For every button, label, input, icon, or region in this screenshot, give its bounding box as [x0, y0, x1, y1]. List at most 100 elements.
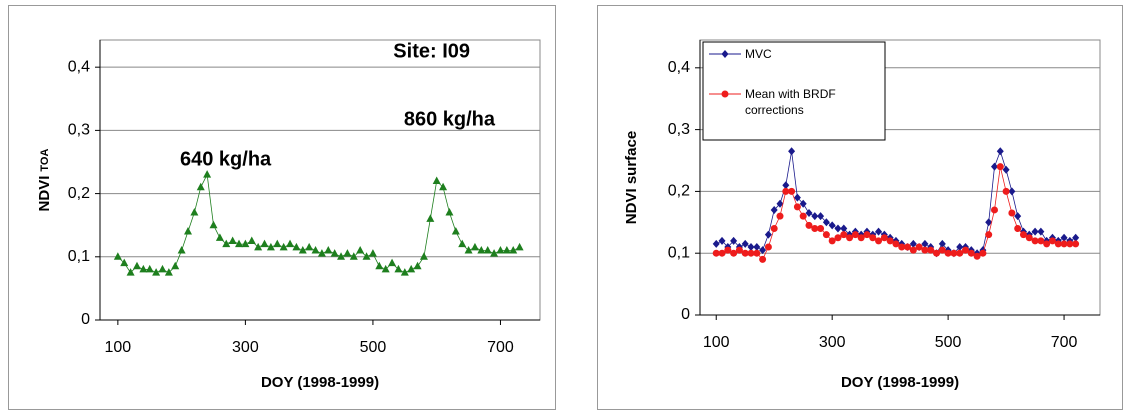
- y-axis-label-subscript: TOA: [39, 149, 51, 172]
- point: [1072, 233, 1080, 242]
- point: [1072, 240, 1080, 248]
- point: [1037, 237, 1045, 245]
- point: [764, 243, 772, 251]
- point: [898, 243, 906, 251]
- point: [247, 236, 256, 244]
- point: [753, 249, 761, 257]
- point: [126, 268, 135, 276]
- point: [445, 208, 454, 216]
- point: [822, 218, 830, 227]
- point: [158, 264, 167, 273]
- point: [330, 249, 339, 257]
- point: [490, 249, 499, 257]
- point: [933, 249, 941, 257]
- point: [1019, 231, 1027, 239]
- point: [921, 239, 929, 248]
- x-tick-label: 300: [232, 339, 259, 356]
- y-axis-label: NDVI surface: [623, 131, 640, 224]
- point: [337, 252, 346, 260]
- y-tick-label: 0: [681, 306, 690, 323]
- point: [381, 264, 390, 273]
- point: [1037, 227, 1045, 236]
- point: [483, 245, 492, 254]
- point: [375, 261, 384, 270]
- point: [298, 245, 307, 254]
- point: [317, 249, 326, 257]
- point: [967, 249, 975, 257]
- point: [222, 239, 231, 248]
- point: [343, 249, 352, 257]
- legend-label: Mean with BRDF corrections: [745, 87, 836, 117]
- point: [805, 209, 813, 218]
- legend-entry: Mean with BRDF corrections: [745, 87, 836, 117]
- point: [356, 245, 365, 254]
- point: [718, 236, 726, 245]
- point: [950, 249, 958, 257]
- point: [177, 245, 186, 254]
- point: [909, 246, 917, 254]
- point: [944, 249, 952, 257]
- point: [464, 245, 473, 254]
- point: [730, 249, 738, 257]
- point: [985, 231, 993, 239]
- point: [1002, 187, 1010, 195]
- point: [1043, 240, 1051, 248]
- point: [419, 252, 428, 260]
- point: [921, 246, 929, 254]
- point: [349, 252, 358, 260]
- x-tick-label: 700: [487, 339, 514, 356]
- point: [863, 231, 871, 239]
- point: [817, 212, 825, 221]
- legend-entry: MVC: [745, 47, 772, 61]
- point: [1060, 233, 1068, 242]
- y-tick-label: 0,4: [68, 58, 90, 75]
- point: [880, 234, 888, 242]
- point: [793, 203, 801, 211]
- point: [394, 264, 403, 273]
- point: [241, 239, 250, 248]
- point: [305, 242, 314, 251]
- point: [759, 246, 767, 255]
- point: [413, 261, 422, 270]
- point: [145, 264, 154, 273]
- point: [788, 187, 796, 195]
- legend-marker: [721, 50, 729, 58]
- point: [782, 181, 790, 190]
- point: [840, 224, 848, 233]
- plot-area: [99, 39, 541, 321]
- point: [362, 252, 371, 260]
- y-tick-label: 0,1: [668, 244, 690, 261]
- point: [1025, 234, 1033, 242]
- point: [776, 212, 784, 220]
- point: [741, 239, 749, 248]
- point: [712, 239, 720, 248]
- point: [718, 249, 726, 257]
- point: [426, 214, 435, 222]
- point: [286, 239, 295, 248]
- point: [892, 240, 900, 248]
- point: [799, 212, 807, 220]
- point: [747, 243, 755, 252]
- point: [904, 243, 912, 251]
- point: [1031, 237, 1039, 245]
- point: [1002, 165, 1010, 174]
- point: [1054, 240, 1062, 248]
- point: [311, 245, 320, 254]
- point: [828, 221, 836, 230]
- point: [1014, 224, 1022, 232]
- point: [120, 258, 129, 267]
- point: [470, 242, 479, 251]
- y-tick-label: 0,3: [668, 121, 690, 138]
- point: [228, 236, 237, 244]
- x-tick-label: 100: [703, 334, 730, 351]
- point: [956, 249, 964, 257]
- point: [730, 236, 738, 245]
- y-axis-label: NDVI TOA: [36, 149, 53, 212]
- point: [451, 227, 460, 235]
- point: [164, 268, 173, 276]
- point: [851, 231, 859, 239]
- y-tick-label: 0,4: [668, 59, 690, 76]
- point: [712, 249, 720, 257]
- point: [292, 242, 301, 251]
